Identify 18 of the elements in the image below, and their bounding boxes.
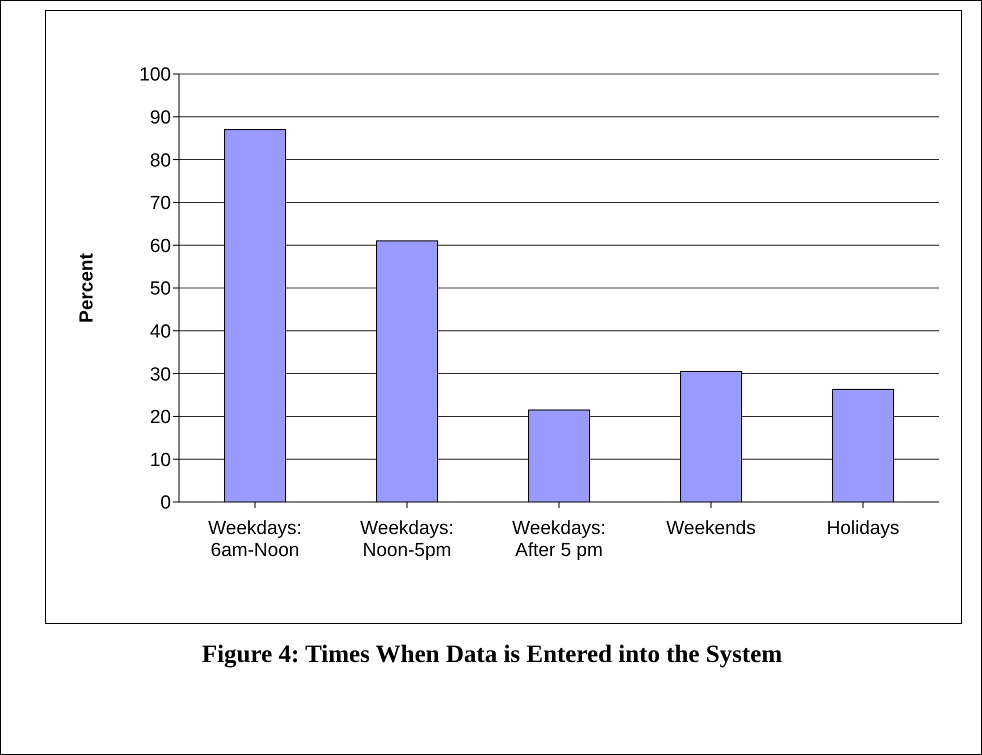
y-tick-label: 60 <box>150 236 171 257</box>
y-tick-label: 100 <box>139 64 171 86</box>
y-tick-label: 10 <box>150 450 171 471</box>
x-tick-label: Holidays <box>826 518 900 539</box>
y-tick-label: 80 <box>150 150 171 172</box>
y-tick-label: 50 <box>150 278 171 300</box>
text: Figure 4: Times When Data is Entered into the System <box>200 641 784 669</box>
y-tick-label: 30 <box>150 364 171 386</box>
y-tick-label: 20 <box>150 407 171 428</box>
x-tick-label: Weekdays: Noon-5pm <box>360 518 454 561</box>
y-axis-title: Percent <box>76 252 98 323</box>
y-tick-label: 90 <box>150 108 171 129</box>
y-tick-label: 40 <box>150 322 171 343</box>
y-tick-label: 0 <box>160 492 171 514</box>
x-tick-label: Weekdays: After 5 pm <box>512 518 606 561</box>
x-tick-label: Weekdays: 6am-Noon <box>208 518 302 561</box>
x-tick-label: Weekends <box>666 518 756 539</box>
y-tick-label: 70 <box>150 193 171 214</box>
